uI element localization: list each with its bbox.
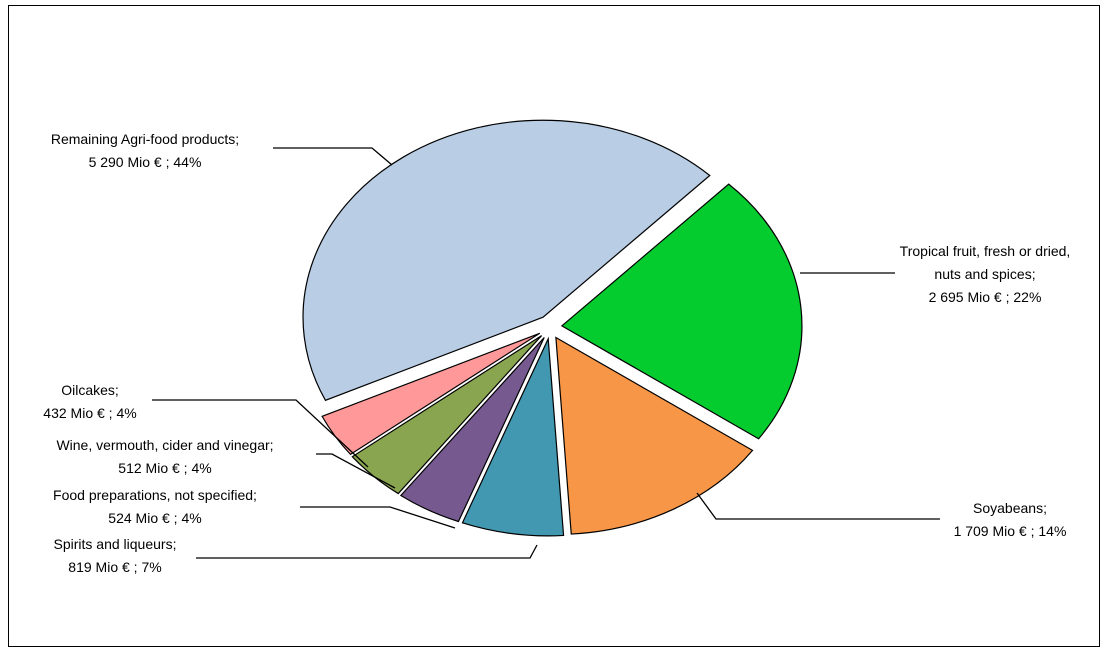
- category-label: Spirits and liqueurs;: [53, 536, 177, 552]
- leader-line: [273, 147, 393, 166]
- category-label: Tropical fruit, fresh or dried, nuts and…: [899, 243, 1071, 282]
- category-label: Soyabeans;: [973, 500, 1047, 516]
- category-label: Wine, vermouth, cider and vinegar;: [56, 437, 274, 453]
- leader-line: [196, 544, 538, 559]
- value-label: 2 695 Mio € ; 22%: [928, 289, 1042, 305]
- slice-label: Soyabeans; 1 709 Mio € ; 14%: [925, 497, 1095, 543]
- pie-slice: [461, 336, 565, 537]
- slice-label: Tropical fruit, fresh or dried, nuts and…: [885, 240, 1085, 309]
- chart-frame: [8, 5, 1100, 647]
- slice-label: Remaining Agri-food products; 5 290 Mio €…: [20, 128, 270, 174]
- leader-line: [300, 506, 456, 529]
- value-label: 5 290 Mio € ; 44%: [88, 154, 202, 170]
- pie-slice: [560, 183, 803, 440]
- value-label: 432 Mio € ; 4%: [43, 405, 137, 421]
- pie-slice: [555, 336, 754, 535]
- value-label: 1 709 Mio € ; 14%: [953, 523, 1067, 539]
- slice-label: Spirits and liqueurs; 819 Mio € ; 7%: [30, 533, 200, 579]
- leader-line: [316, 453, 396, 489]
- slice-label: Wine, vermouth, cider and vinegar; 512 Mi…: [20, 434, 310, 480]
- leader-line: [152, 399, 369, 468]
- value-label: 524 Mio € ; 4%: [108, 510, 202, 526]
- category-label: Remaining Agri-food products;: [50, 131, 240, 147]
- pie-slice: [302, 119, 711, 402]
- pie-slice: [399, 337, 545, 523]
- leader-line: [696, 492, 940, 520]
- value-label: 819 Mio € ; 7%: [68, 559, 162, 575]
- slice-label: Food preparations, not specified; 524 Mio…: [20, 484, 290, 530]
- slice-label: Oilcakes; 432 Mio € ; 4%: [25, 379, 155, 425]
- category-label: Food preparations, not specified;: [53, 487, 257, 503]
- value-label: 512 Mio € ; 4%: [118, 460, 212, 476]
- category-label: Oilcakes;: [61, 382, 119, 398]
